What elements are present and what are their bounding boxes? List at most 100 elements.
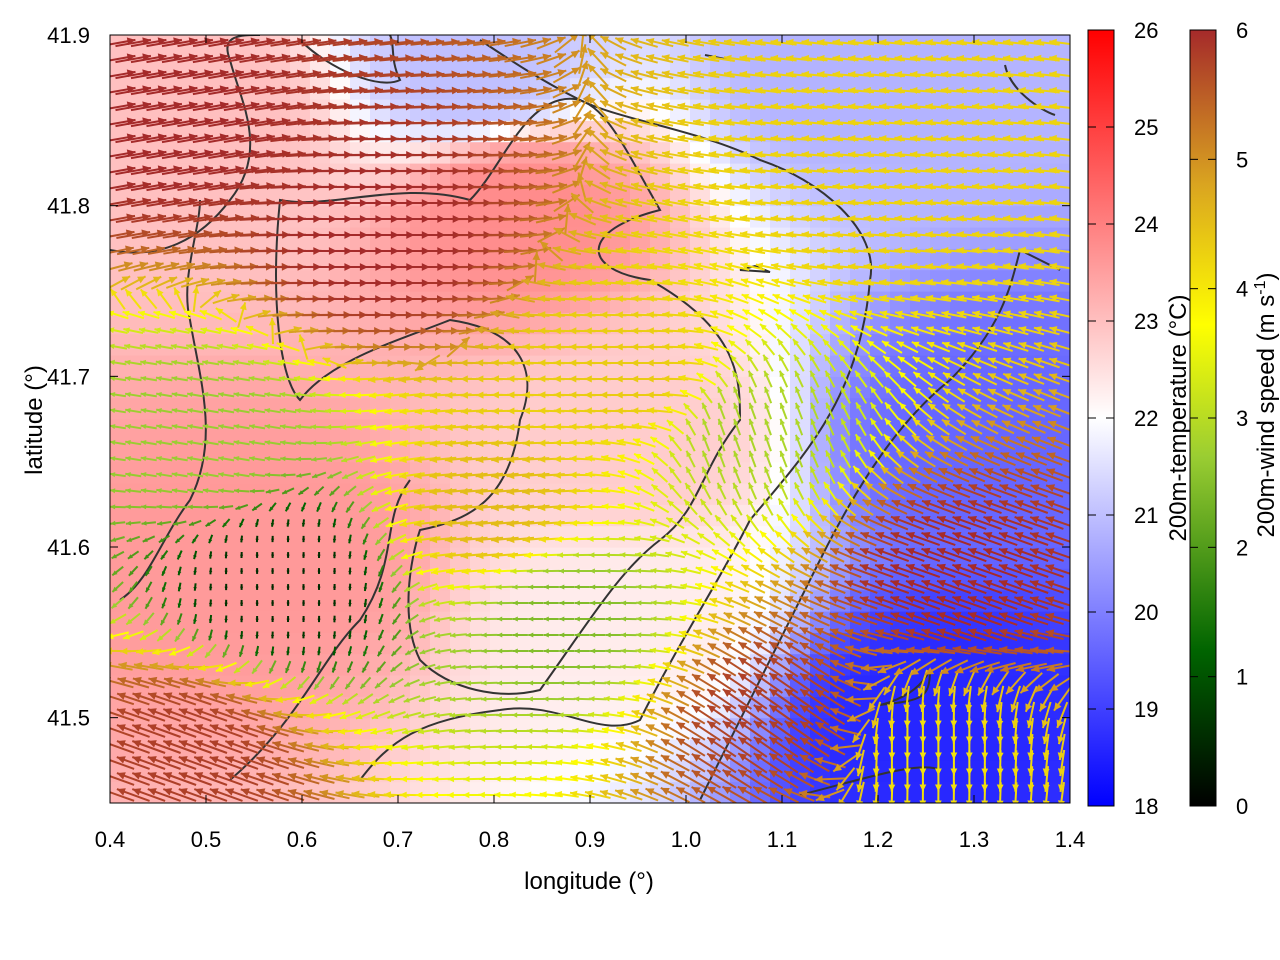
temperature-cell	[650, 355, 671, 377]
temperature-cell	[450, 312, 471, 335]
temperature-cell	[390, 269, 411, 292]
temperature-cell	[290, 440, 311, 463]
temperature-cell	[490, 461, 511, 484]
temperature-cell	[690, 227, 711, 249]
temperature-cell	[850, 163, 871, 185]
temperature-cell	[170, 333, 191, 356]
temperature-cell	[150, 355, 171, 377]
temperature-cell	[930, 696, 951, 719]
temperature-cell	[390, 77, 411, 100]
temperature-cell	[330, 163, 351, 185]
temperature-cell	[270, 269, 291, 292]
temperature-cell	[470, 568, 491, 591]
temperature-cell	[290, 547, 311, 569]
temperature-cell	[450, 269, 471, 292]
temperature-cell	[590, 504, 611, 527]
temperature-cell	[290, 717, 311, 740]
temperature-cell	[350, 739, 371, 761]
temperature-cell	[670, 611, 691, 633]
temperature-cell	[470, 397, 491, 420]
temperature-cell	[510, 483, 531, 505]
wind-arrow-head	[110, 647, 112, 655]
temperature-cell	[190, 632, 211, 655]
temperature-cell	[730, 141, 751, 164]
temperature-cell	[1010, 227, 1031, 249]
temperature-cell	[590, 653, 611, 676]
temperature-cell	[310, 227, 331, 249]
temperature-cell	[790, 205, 811, 228]
temperature-cell	[730, 163, 751, 185]
temperature-cell	[190, 419, 211, 441]
temperature-cell	[410, 77, 431, 100]
wind-arrow-head	[110, 772, 111, 774]
temperature-cell	[530, 739, 551, 761]
temperature-cell	[130, 461, 151, 484]
temperature-cell	[350, 35, 371, 57]
temperature-cell	[350, 461, 371, 484]
temperature-cell	[410, 376, 431, 399]
temperature-cell	[470, 77, 491, 100]
temperature-cell	[510, 589, 531, 612]
temperature-cell	[970, 696, 991, 719]
temperature-cell	[850, 77, 871, 100]
temperature-cell	[210, 483, 231, 505]
temperature-cell	[130, 291, 151, 313]
temperature-cell	[710, 163, 731, 185]
temperature-cell	[170, 568, 191, 591]
temperature-cell	[290, 504, 311, 527]
temperature-cell	[230, 461, 251, 484]
temperature-cell	[150, 376, 171, 399]
temperature-cell	[1050, 227, 1070, 249]
temperature-cell	[610, 696, 631, 719]
temperature-cell	[670, 547, 691, 569]
temperature-cell	[490, 120, 511, 143]
temperature-cell	[130, 312, 151, 335]
temperature-cell	[110, 141, 131, 164]
temperature-cell	[410, 781, 431, 803]
temperature-cell	[330, 611, 351, 633]
temperature-cell	[170, 355, 191, 377]
temperature-cell	[1010, 760, 1031, 783]
temperature-cell	[250, 547, 271, 569]
temperature-cell	[890, 184, 911, 207]
temperature-cell	[390, 163, 411, 185]
temperature-cell	[210, 376, 231, 399]
temperature-cell	[110, 419, 131, 441]
temperature-cell	[470, 760, 491, 783]
temperature-cell	[370, 739, 391, 761]
temperature-cell	[250, 269, 271, 292]
temperature-cell	[430, 56, 451, 79]
temperature-cell	[250, 397, 271, 420]
temperature-cell	[550, 312, 571, 335]
temperature-cell	[690, 355, 711, 377]
temperature-cell	[910, 141, 931, 164]
temperature-cell	[310, 568, 331, 591]
temperature-cell	[370, 205, 391, 228]
temperature-cell	[890, 56, 911, 79]
temperature-cell	[590, 547, 611, 569]
temperature-cell	[270, 397, 291, 420]
temperature-cell	[390, 141, 411, 164]
temperature-cell	[750, 376, 771, 399]
temperature-cell	[230, 653, 251, 676]
temperature-cell	[310, 717, 331, 740]
temperature-cell	[870, 440, 891, 463]
temperature-cell	[530, 291, 551, 313]
temperature-cell	[370, 291, 391, 313]
temperature-cell	[410, 397, 431, 420]
temperature-cell	[770, 77, 791, 100]
temperature-cell	[670, 35, 691, 57]
temperature-cell	[630, 568, 651, 591]
temperature-cell	[750, 56, 771, 79]
temperature-cell	[270, 291, 291, 313]
temperature-cell	[970, 99, 991, 121]
temperature-cell	[1010, 35, 1031, 57]
temperature-cell	[430, 739, 451, 761]
temperature-cell	[530, 35, 551, 57]
temperature-cell	[590, 483, 611, 505]
temperature-cell	[270, 547, 291, 569]
temperature-cell	[130, 589, 151, 612]
temperature-cell	[470, 611, 491, 633]
temperature-cell	[590, 461, 611, 484]
temperature-cell	[650, 333, 671, 356]
